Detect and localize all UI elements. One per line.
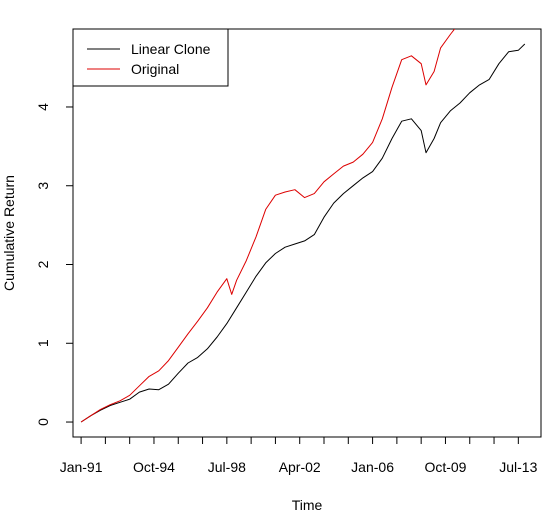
x-tick-label: Oct-09: [424, 459, 466, 475]
x-axis: Jan-91 Oct-94 Jul-98 Apr-02 Jan-06 Oct-09 Jul-…: [60, 437, 538, 475]
x-axis-title: Time: [292, 497, 323, 513]
legend-label-original: Original: [131, 61, 179, 77]
legend: Linear Clone Original: [72, 28, 229, 87]
series-line-linear-clone: [80, 43, 526, 423]
y-tick-label: 2: [35, 260, 51, 268]
x-tick-label: Jan-91: [60, 459, 103, 475]
plot-area-frame: [72, 28, 542, 438]
legend-box: [72, 28, 229, 87]
series-layer: [80, 29, 526, 423]
y-axis: 0 1 2 3 4: [35, 103, 73, 426]
x-tick-label: Jul-98: [208, 459, 246, 475]
y-tick-label: 4: [35, 103, 51, 111]
y-tick-label: 3: [35, 182, 51, 190]
legend-label-linear-clone: Linear Clone: [131, 41, 211, 57]
x-tick-label: Jan-06: [351, 459, 394, 475]
y-tick-label: 1: [35, 339, 51, 347]
series-line-original: [80, 29, 456, 423]
y-tick-label: 0: [35, 418, 51, 426]
x-tick-label: Jul-13: [499, 459, 537, 475]
x-tick-label: Apr-02: [279, 459, 321, 475]
y-axis-title: Cumulative Return: [1, 175, 17, 291]
x-tick-label: Oct-94: [133, 459, 175, 475]
